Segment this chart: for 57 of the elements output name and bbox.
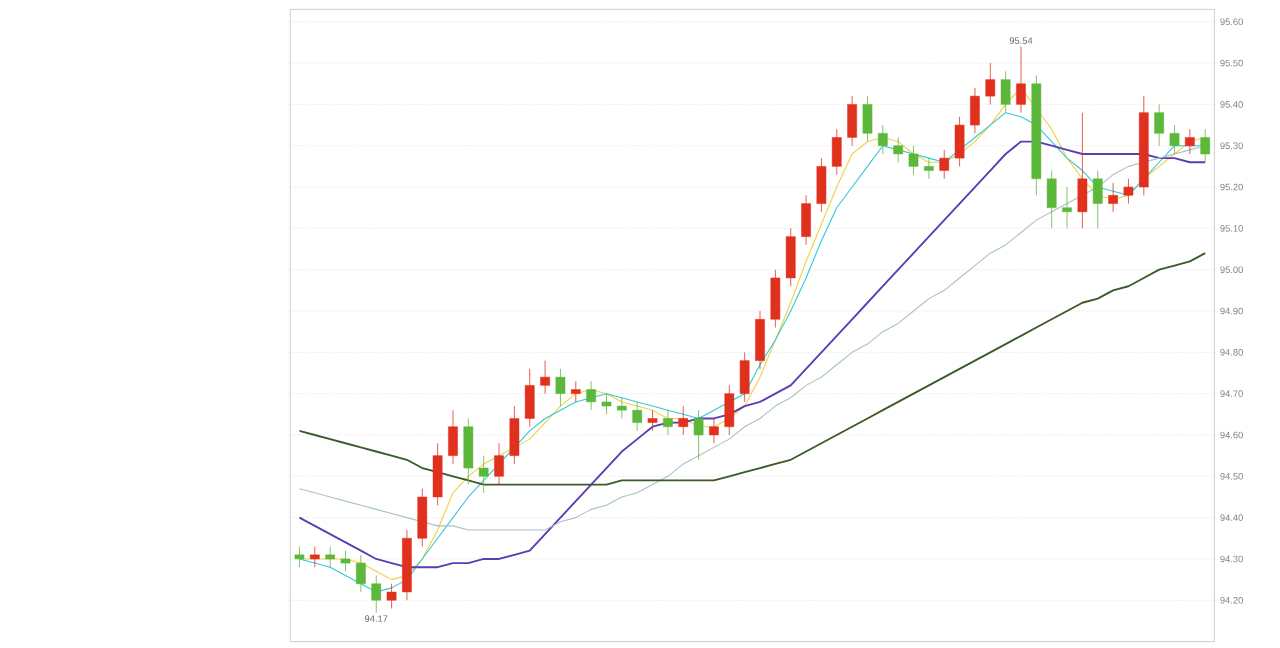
candlestick [494,442,504,486]
candlestick [1185,128,1195,155]
candlestick [847,95,857,147]
candlestick [340,550,351,572]
candlestick [1154,104,1164,147]
candlestick [632,401,643,432]
candlestick [448,409,458,465]
candlestick [1108,182,1118,213]
candlestick [1169,124,1180,155]
candlestick [908,145,919,176]
candlestick [739,352,750,403]
candlestick [678,405,689,436]
candlestick [816,157,827,213]
candlestick [785,228,796,287]
candlestick [1123,178,1134,205]
candlestick [724,385,735,436]
candlestick [755,310,765,370]
candlestick [309,546,320,568]
candlestick [555,368,566,407]
candlestick [770,269,781,328]
candlestick [1092,170,1103,229]
candlestick [862,95,873,143]
candlestick [693,409,704,461]
candlestick [1200,128,1211,163]
candlestick [877,124,888,155]
candlestick [524,368,535,428]
candlestick [939,149,950,180]
candlestick [1062,186,1072,229]
candlestick [586,380,596,411]
candlestick [1016,46,1026,114]
candlestick [478,455,489,494]
candlestick [463,418,474,486]
candlestick [371,575,382,614]
candlestick [386,583,397,609]
candlestick [709,418,719,444]
candlestick [417,488,428,548]
candlestick [1077,112,1088,229]
candlestick [356,554,366,593]
candlestick [893,137,904,163]
candlestick [570,380,581,403]
candlestick [663,409,673,436]
candlestick [1046,170,1057,229]
candlestick [325,546,336,568]
candlestick [970,87,980,134]
candlestick [617,397,627,419]
candlestick [294,546,305,568]
candlestick [831,128,842,176]
candlestick [509,405,520,465]
candlestick [985,62,996,105]
candlestick [801,194,811,246]
candlestick [540,360,550,395]
candlestick [924,157,934,180]
candlestick [601,393,612,415]
candlestick [954,116,965,167]
candlestick [1000,71,1011,114]
candlestick [432,442,443,506]
candlestick [647,409,658,432]
